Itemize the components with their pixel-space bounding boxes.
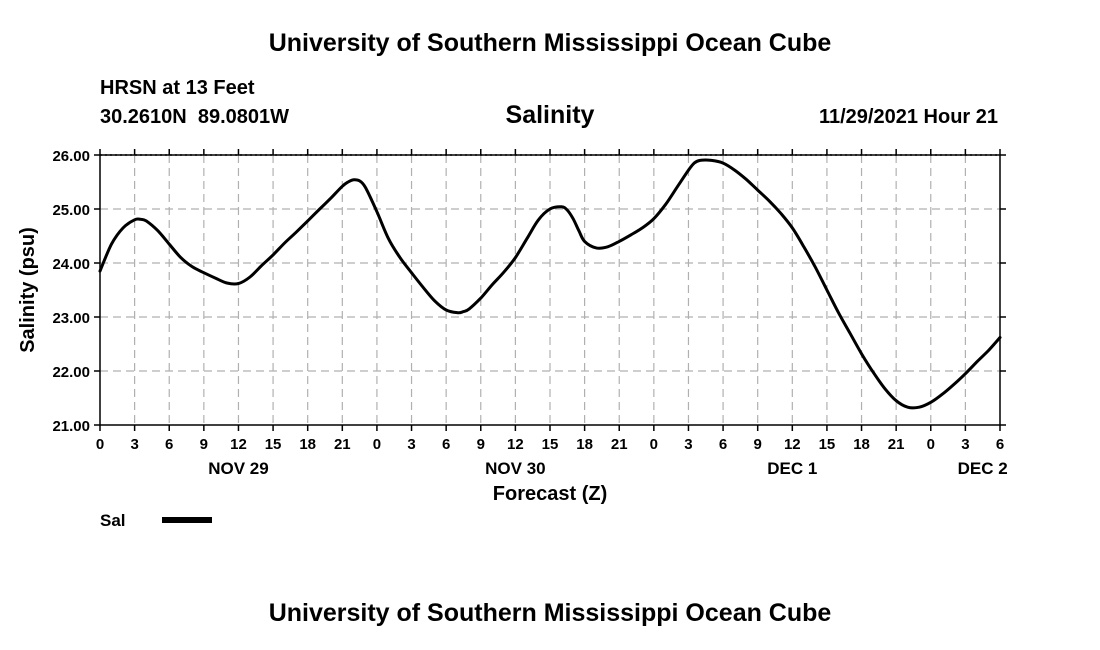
x-tick-label: 0	[650, 436, 658, 453]
x-tick-label: 0	[373, 436, 381, 453]
x-tick-label: 21	[611, 436, 628, 453]
y-tick-label: 24.00	[52, 256, 90, 273]
grid-lines	[100, 155, 1000, 425]
x-tick-label: 9	[754, 436, 762, 453]
x-tick-label: 18	[576, 436, 593, 453]
x-tick-label: 6	[165, 436, 173, 453]
x-tick-label: 3	[684, 436, 692, 453]
x-tick-label: 15	[819, 436, 836, 453]
x-tick-label: 6	[996, 436, 1004, 453]
y-tick-label: 21.00	[52, 418, 90, 435]
y-axis-ticks: 21.00 22.00 23.00 24.00 25.00 26.00	[52, 148, 1006, 435]
x-tick-label: 6	[442, 436, 450, 453]
station-label: HRSN at 13 Feet	[100, 77, 255, 99]
footer-title: University of Southern Mississippi Ocean…	[268, 599, 832, 627]
x-tick-label: 21	[334, 436, 351, 453]
x-tick-label: 6	[719, 436, 727, 453]
x-tick-label: 3	[130, 436, 138, 453]
x-tick-label: 18	[853, 436, 870, 453]
y-axis-label: Salinity (psu)	[17, 227, 39, 353]
x-tick-label: 3	[961, 436, 969, 453]
legend-label: Sal	[100, 511, 126, 530]
day-label: NOV 30	[485, 459, 545, 478]
x-tick-label: 12	[507, 436, 524, 453]
x-axis-ticks: 0 3 6 9 12 15 18 21 0 3 6 9 12 15 18 21 0 3 6 9 12 15 18 21 0 3 6	[96, 149, 1004, 453]
y-tick-label: 26.00	[52, 148, 90, 165]
day-label: DEC 2	[958, 459, 1008, 478]
x-tick-label: 9	[200, 436, 208, 453]
y-tick-label: 25.00	[52, 202, 90, 219]
x-tick-label: 15	[542, 436, 559, 453]
coordinates-label: 30.2610N 89.0801W	[100, 106, 290, 128]
y-tick-label: 22.00	[52, 364, 90, 381]
x-tick-label: 21	[888, 436, 905, 453]
x-axis-label: Forecast (Z)	[493, 483, 607, 505]
day-label: DEC 1	[767, 459, 817, 478]
page-title: University of Southern Mississippi Ocean…	[268, 29, 832, 57]
x-tick-label: 9	[477, 436, 485, 453]
x-tick-label: 12	[784, 436, 801, 453]
datetime-label: 11/29/2021 Hour 21	[818, 106, 998, 128]
x-tick-label: 0	[927, 436, 935, 453]
x-tick-label: 15	[265, 436, 282, 453]
day-label: NOV 29	[208, 459, 268, 478]
salinity-series-line	[98, 158, 1002, 410]
x-tick-label: 18	[299, 436, 316, 453]
x-tick-label: 12	[230, 436, 247, 453]
y-tick-label: 23.00	[52, 310, 90, 327]
day-labels: NOV 29 NOV 30 DEC 1 DEC 2	[208, 459, 1008, 478]
x-tick-label: 3	[407, 436, 415, 453]
x-tick-label: 0	[96, 436, 104, 453]
chart-title: Salinity	[505, 101, 595, 129]
